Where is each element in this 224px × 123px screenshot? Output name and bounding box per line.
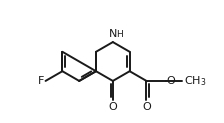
Text: F: F: [38, 76, 45, 86]
Text: O: O: [167, 76, 176, 86]
Text: H: H: [116, 30, 123, 39]
Text: CH$_3$: CH$_3$: [184, 74, 206, 88]
Text: N: N: [109, 29, 117, 39]
Text: O: O: [142, 102, 151, 112]
Text: O: O: [108, 102, 117, 112]
